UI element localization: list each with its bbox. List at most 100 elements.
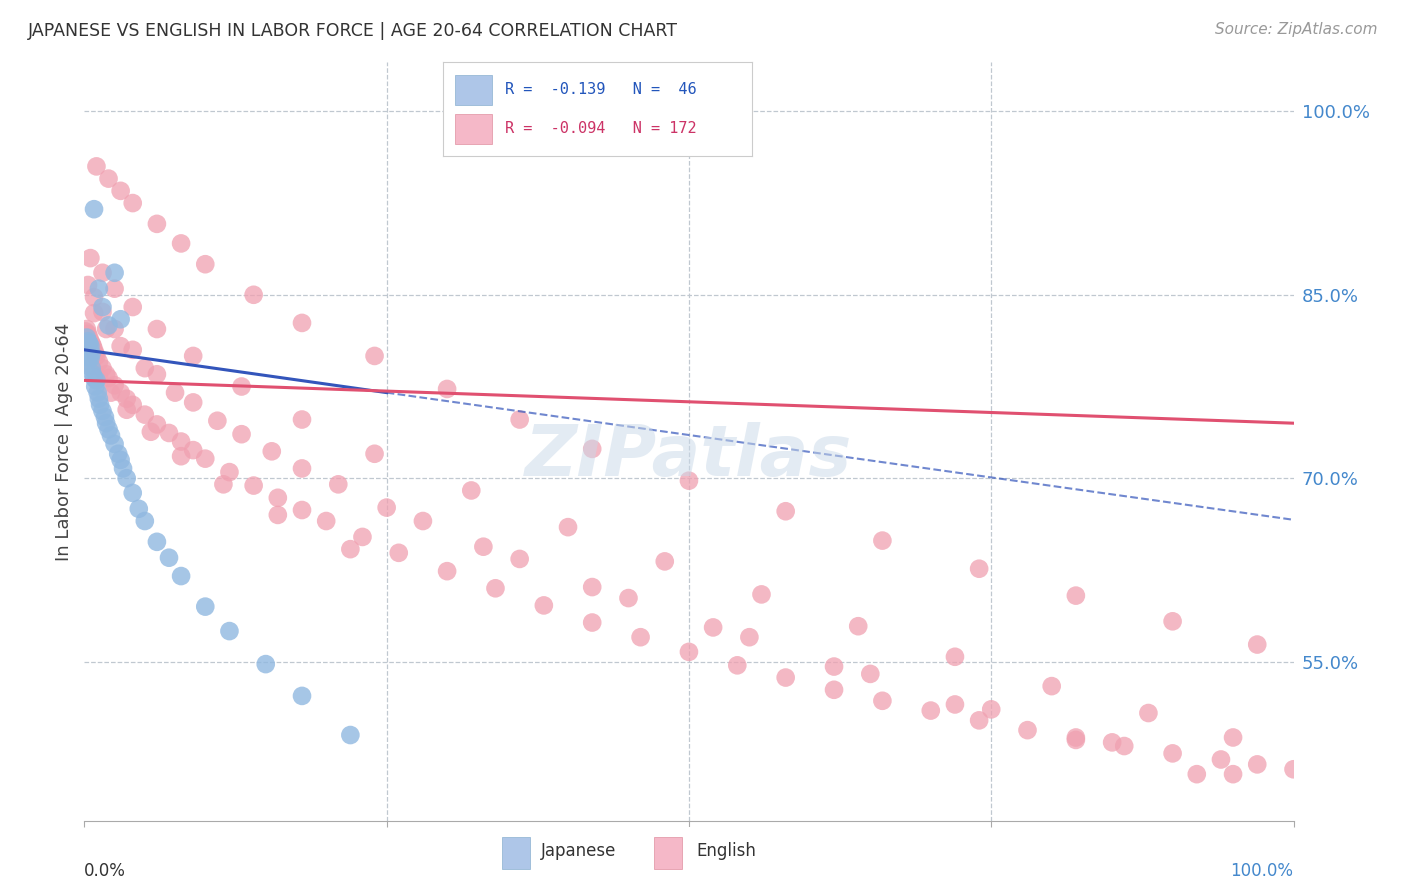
- Point: [121, 196, 143, 211]
- Point: [738, 630, 761, 644]
- Point: [110, 184, 132, 198]
- Point: [146, 534, 169, 549]
- Point: [1161, 615, 1184, 629]
- Point: [1114, 739, 1136, 753]
- Point: [83, 306, 105, 320]
- Point: [79, 339, 101, 353]
- Point: [76, 322, 98, 336]
- Point: [943, 649, 966, 664]
- Point: [87, 282, 110, 296]
- Point: [86, 385, 108, 400]
- Point: [617, 591, 640, 605]
- Point: [91, 266, 114, 280]
- Point: [77, 334, 100, 349]
- Point: [97, 422, 120, 436]
- Point: [352, 530, 374, 544]
- Point: [157, 550, 180, 565]
- Point: [86, 349, 108, 363]
- Point: [967, 562, 990, 576]
- Point: [194, 257, 217, 271]
- Point: [77, 326, 100, 341]
- Point: [77, 349, 100, 363]
- Point: [533, 599, 555, 613]
- Point: [654, 554, 676, 568]
- Point: [115, 402, 138, 417]
- Point: [100, 428, 122, 442]
- Point: [943, 698, 966, 712]
- Point: [260, 444, 283, 458]
- Point: [212, 477, 235, 491]
- Point: [678, 645, 700, 659]
- Point: [76, 345, 98, 359]
- Point: [82, 368, 104, 382]
- Point: [100, 385, 122, 400]
- Point: [363, 349, 385, 363]
- Point: [1222, 767, 1244, 781]
- Point: [1209, 752, 1232, 766]
- Point: [375, 500, 398, 515]
- Point: [75, 349, 97, 363]
- Point: [165, 385, 187, 400]
- Point: [83, 290, 105, 304]
- Point: [291, 316, 314, 330]
- Point: [339, 542, 361, 557]
- Text: R =  -0.139   N =  46: R = -0.139 N = 46: [505, 82, 696, 97]
- Point: [75, 325, 97, 339]
- Point: [267, 491, 290, 505]
- Point: [121, 398, 143, 412]
- Point: [146, 368, 169, 382]
- Point: [77, 278, 100, 293]
- Point: [509, 552, 531, 566]
- Point: [1282, 762, 1305, 776]
- Point: [1064, 731, 1087, 745]
- Point: [77, 355, 100, 369]
- Point: [110, 453, 132, 467]
- Point: [170, 236, 193, 251]
- Point: [82, 339, 104, 353]
- Point: [1222, 731, 1244, 745]
- Point: [104, 282, 127, 296]
- Text: 0.0%: 0.0%: [84, 863, 127, 880]
- Point: [1040, 679, 1063, 693]
- Point: [980, 702, 1002, 716]
- Point: [678, 474, 700, 488]
- Point: [1064, 589, 1087, 603]
- Point: [315, 514, 337, 528]
- Point: [91, 300, 114, 314]
- Point: [94, 416, 117, 430]
- Point: [751, 587, 773, 601]
- Point: [86, 373, 108, 387]
- Point: [328, 477, 350, 491]
- Point: [121, 486, 143, 500]
- Point: [146, 322, 169, 336]
- Point: [181, 443, 204, 458]
- Text: R =  -0.094   N = 172: R = -0.094 N = 172: [505, 121, 696, 136]
- Text: ZIPatlas: ZIPatlas: [526, 422, 852, 491]
- Point: [581, 442, 603, 456]
- Point: [104, 437, 127, 451]
- Point: [146, 217, 169, 231]
- Point: [472, 540, 495, 554]
- Point: [291, 412, 314, 426]
- Point: [1064, 733, 1087, 747]
- Text: Source: ZipAtlas.com: Source: ZipAtlas.com: [1215, 22, 1378, 37]
- Point: [94, 410, 117, 425]
- Point: [104, 322, 127, 336]
- Point: [775, 671, 797, 685]
- Point: [146, 417, 169, 432]
- Point: [484, 582, 506, 596]
- Point: [872, 533, 894, 548]
- Point: [436, 382, 458, 396]
- Point: [725, 658, 748, 673]
- Point: [91, 305, 114, 319]
- Point: [84, 346, 107, 360]
- Point: [157, 425, 180, 440]
- Point: [1137, 706, 1160, 720]
- Y-axis label: In Labor Force | Age 20-64: In Labor Force | Age 20-64: [55, 322, 73, 561]
- Point: [1246, 757, 1268, 772]
- Point: [460, 483, 482, 498]
- Point: [1161, 747, 1184, 761]
- Point: [84, 379, 107, 393]
- Point: [181, 395, 204, 409]
- Point: [194, 451, 217, 466]
